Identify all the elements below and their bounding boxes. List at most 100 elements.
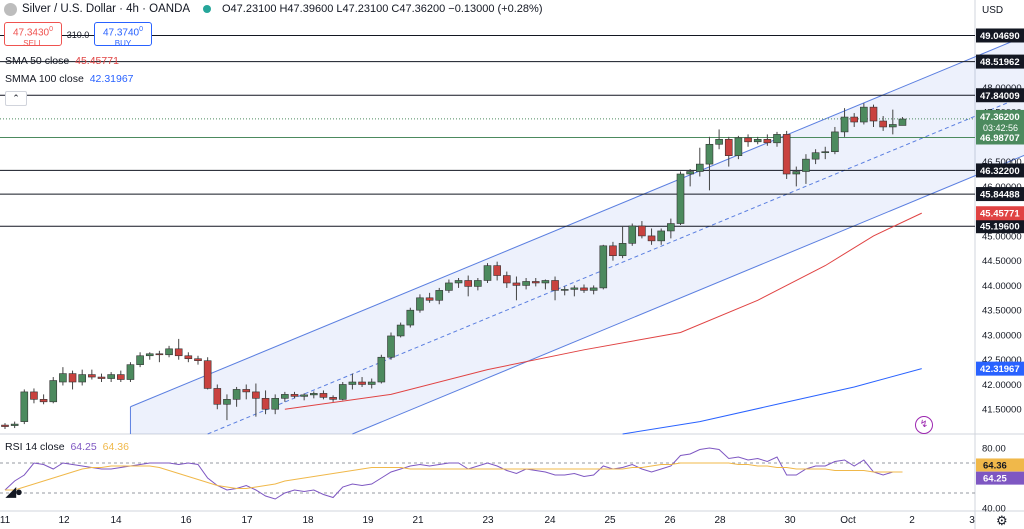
rsi-tag-label: 64.25 <box>983 474 1007 485</box>
candle-body <box>107 374 115 379</box>
candle-body <box>136 355 144 365</box>
candle-body <box>705 143 714 165</box>
candle-body <box>695 163 704 172</box>
level-tag-label: 47.84009 <box>980 91 1020 102</box>
symbol-logo-icon[interactable] <box>4 3 17 16</box>
rsi-ma-line <box>5 462 903 491</box>
candle-body <box>367 381 376 385</box>
candle-body <box>358 381 366 385</box>
candle-body <box>445 282 453 291</box>
candle-body <box>850 116 859 123</box>
price-tick-label: 44.50000 <box>982 256 1022 267</box>
candle-body <box>232 389 241 400</box>
candle-body <box>387 335 395 358</box>
settings-gear-icon[interactable]: ⚙ <box>996 513 1008 528</box>
candle-body <box>145 353 154 357</box>
sma50-line <box>284 212 922 410</box>
level-tag-label: 49.04690 <box>980 31 1020 42</box>
candle-body <box>348 381 357 385</box>
candle-body <box>512 282 521 286</box>
candle-body <box>319 393 328 398</box>
candle-body <box>194 358 202 362</box>
sell-price-fraction: 0 <box>49 26 54 33</box>
candle-body <box>59 373 67 383</box>
buy-price-fraction: 0 <box>139 26 144 33</box>
level-tag <box>976 187 1024 202</box>
rsi-label: RSI 14 close <box>5 441 65 453</box>
channel-mid-line <box>207 95 1024 435</box>
candle-body <box>599 245 608 289</box>
candle-body <box>88 374 96 378</box>
flash-icon[interactable]: ↯ <box>915 416 933 434</box>
sell-price: 47.3430 <box>12 27 50 39</box>
level-tag <box>976 88 1024 103</box>
time-tick-label: 14 <box>110 515 122 526</box>
candle-body <box>483 265 492 281</box>
candle-body <box>879 120 887 128</box>
smma-legend[interactable]: SMMA 100 close 42.31967 <box>5 73 134 85</box>
candle-body <box>570 287 579 290</box>
candle-body <box>744 137 752 143</box>
candle-body <box>773 134 781 144</box>
candle-body <box>715 139 723 145</box>
sell-label: SELL <box>23 39 43 49</box>
level-tag-label: 48.51962 <box>980 57 1020 68</box>
candle-body <box>78 374 86 383</box>
rsi-ma-value: 64.36 <box>102 441 129 453</box>
time-tick-label: Oct <box>840 515 856 526</box>
ma-price-tag <box>976 206 1024 221</box>
candle-body <box>396 324 405 337</box>
buy-button[interactable]: 47.37400 BUY <box>94 22 152 48</box>
time-tick-label: 19 <box>362 515 374 526</box>
candle-body <box>290 394 299 397</box>
tradingview-logo-icon: ◢● <box>6 484 23 499</box>
rsi-legend[interactable]: RSI 14 close 64.25 64.36 <box>5 441 129 453</box>
symbol-title: Silver / U.S. Dollar · 4h · OANDA <box>22 3 191 15</box>
time-tick-label: 30 <box>784 515 796 526</box>
time-tick-label: 12 <box>58 515 70 526</box>
channel-upper-line <box>130 36 1024 408</box>
time-tick-label: 18 <box>302 515 314 526</box>
candle-body <box>203 360 212 389</box>
time-tick-label: 24 <box>544 515 556 526</box>
time-tick-label: 25 <box>604 515 616 526</box>
candle-body <box>281 394 289 399</box>
price-tick-label: 44.00000 <box>982 281 1022 292</box>
candle-body <box>724 139 733 156</box>
candle-body <box>811 152 820 160</box>
rsi-tag <box>976 471 1024 485</box>
time-tick-label: 16 <box>180 515 192 526</box>
smma-value: 42.31967 <box>89 73 134 85</box>
time-tick-label: 26 <box>664 515 676 526</box>
collapse-legend-button[interactable]: ⌃ <box>5 91 27 106</box>
time-tick-label: 17 <box>241 515 253 526</box>
candle-body <box>271 398 280 410</box>
sma-legend[interactable]: SMA 50 close 45.45771 <box>5 55 119 67</box>
candle-body <box>30 391 38 400</box>
candle-body <box>869 106 878 122</box>
level-tag <box>976 130 1024 145</box>
rsi-tick-label: 80.00 <box>982 444 1006 455</box>
smma-label: SMMA 100 close <box>5 73 84 85</box>
ohlc-readout: O47.23100 H47.39600 L47.23100 C47.36200 … <box>222 3 543 15</box>
level-tag-label: 45.84488 <box>980 190 1020 201</box>
candle-body <box>174 348 183 357</box>
candle-body <box>184 355 193 360</box>
time-tick-label: 2 <box>909 515 915 526</box>
level-tag <box>976 219 1024 234</box>
sell-button[interactable]: 47.34300 SELL <box>4 22 62 49</box>
candle-body <box>20 391 29 422</box>
time-tick-label: 21 <box>412 515 424 526</box>
candle-body <box>763 139 772 144</box>
candle-body <box>580 287 588 291</box>
candle-body <box>435 290 444 301</box>
candle-body <box>165 348 173 356</box>
candle-body <box>686 171 694 175</box>
rsi-line <box>4 447 903 500</box>
level-tag-label: 46.32200 <box>980 166 1020 177</box>
candle-body <box>49 380 58 403</box>
candle-body <box>155 353 164 356</box>
candle-body <box>261 398 270 410</box>
level-tag <box>976 28 1024 43</box>
